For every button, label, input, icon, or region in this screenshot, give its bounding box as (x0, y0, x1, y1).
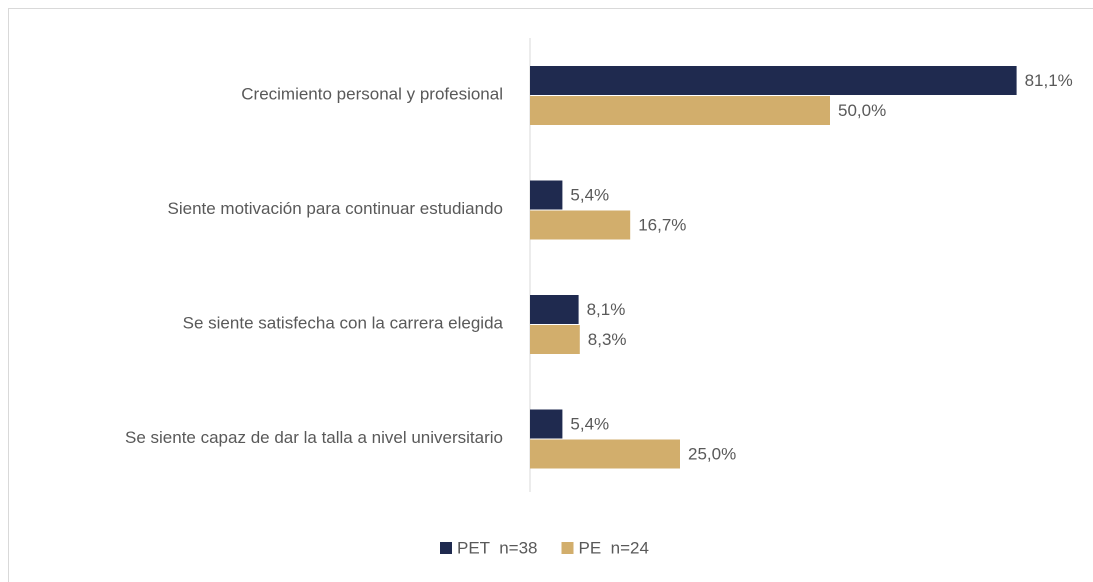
value-label: 81,1% (1025, 71, 1073, 90)
value-label: 5,4% (570, 414, 609, 433)
category-label: Se siente capaz de dar la talla a nivel … (125, 428, 503, 447)
bar (530, 96, 830, 125)
bar (530, 409, 563, 439)
value-label: 25,0% (688, 444, 736, 463)
value-label: 16,7% (638, 215, 686, 234)
bar (530, 180, 563, 210)
chart-border (8, 8, 1093, 582)
value-label: 8,3% (588, 330, 627, 349)
bar (530, 439, 680, 469)
value-label: 8,1% (587, 300, 626, 319)
bar (530, 325, 580, 354)
legend-swatch (440, 542, 452, 554)
value-label: 50,0% (838, 101, 886, 120)
value-label: 5,4% (570, 185, 609, 204)
bar (530, 295, 579, 324)
legend-label: PET n=38 (457, 538, 538, 557)
legend-swatch (561, 542, 574, 554)
category-label: Crecimiento personal y profesional (241, 84, 503, 103)
legend-label: PE n=24 (579, 538, 649, 557)
bar (530, 66, 1017, 95)
bar (530, 210, 631, 240)
category-label: Siente motivación para continuar estudia… (168, 199, 504, 218)
category-label: Se siente satisfecha con la carrera eleg… (183, 313, 504, 332)
